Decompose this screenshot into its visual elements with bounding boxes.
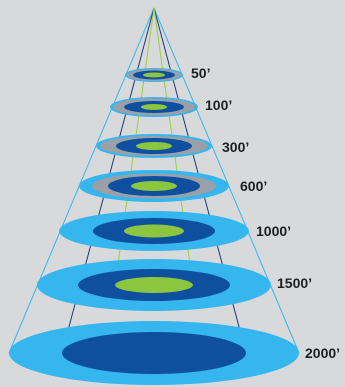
level-labels: 50’ 100’ 300’ 600’ 1000’ 1500’ 2000’ <box>191 65 340 361</box>
inner-disc-100 <box>141 104 167 110</box>
outer-cone-line-left <box>8 7 155 354</box>
middle-disc-2000 <box>62 332 246 374</box>
outer-cone-line-right <box>153 7 300 354</box>
inner-disc-50 <box>143 72 165 78</box>
level-label-1500: 1500’ <box>277 275 312 291</box>
level-label-600: 600’ <box>240 178 267 194</box>
inner-disc-1500 <box>115 277 193 293</box>
level-label-100: 100’ <box>205 97 232 113</box>
level-label-300: 300’ <box>222 139 249 155</box>
inner-disc-600 <box>131 181 177 191</box>
level-label-2000: 2000’ <box>305 345 340 361</box>
level-label-50: 50’ <box>191 65 210 81</box>
level-label-1000: 1000’ <box>256 223 291 239</box>
cone-discs <box>9 68 299 385</box>
inner-disc-300 <box>136 142 172 150</box>
inner-disc-1000 <box>124 224 184 238</box>
